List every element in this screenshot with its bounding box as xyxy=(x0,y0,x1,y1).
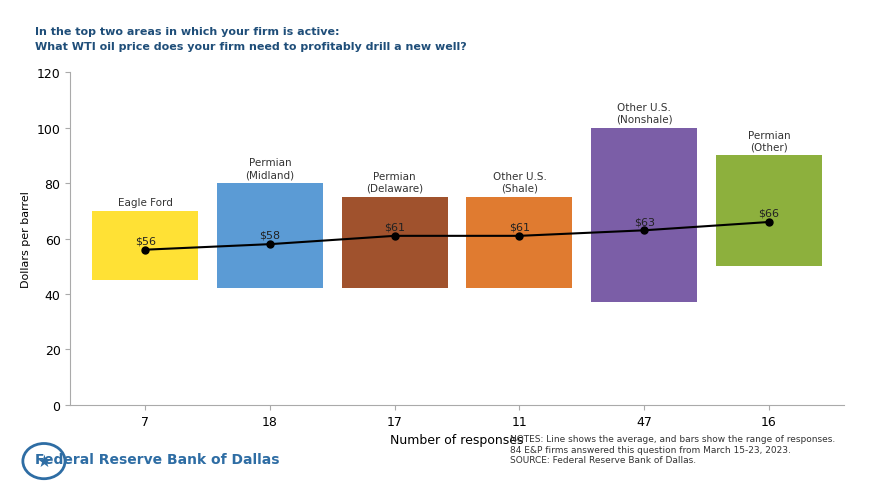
Text: $63: $63 xyxy=(633,217,654,226)
Text: ★: ★ xyxy=(37,452,51,470)
Text: What WTI oil price does your firm need to profitably drill a new well?: What WTI oil price does your firm need t… xyxy=(35,41,466,51)
Text: Eagle Ford: Eagle Ford xyxy=(118,197,172,207)
Text: $66: $66 xyxy=(758,208,779,218)
Y-axis label: Dollars per barrel: Dollars per barrel xyxy=(21,191,31,287)
Bar xyxy=(591,128,696,303)
Bar xyxy=(342,198,447,289)
Text: Permian
(Delaware): Permian (Delaware) xyxy=(366,172,423,193)
X-axis label: Number of responses: Number of responses xyxy=(390,433,523,446)
Text: NOTES: Line shows the average, and bars show the range of responses.
84 E&P firm: NOTES: Line shows the average, and bars … xyxy=(509,434,834,464)
Text: In the top two areas in which your firm is active:: In the top two areas in which your firm … xyxy=(35,27,339,37)
Bar xyxy=(92,211,198,281)
Text: Federal Reserve Bank of Dallas: Federal Reserve Bank of Dallas xyxy=(35,452,279,466)
Text: $56: $56 xyxy=(134,236,155,246)
Text: $58: $58 xyxy=(259,230,280,241)
Text: $61: $61 xyxy=(508,222,529,232)
Text: Other U.S.
(Nonshale): Other U.S. (Nonshale) xyxy=(615,103,672,124)
Text: Other U.S.
(Shale): Other U.S. (Shale) xyxy=(492,172,546,193)
Bar xyxy=(217,184,322,289)
Bar xyxy=(716,156,821,267)
Text: $61: $61 xyxy=(384,222,405,232)
Bar xyxy=(466,198,572,289)
Text: Permian
(Midland): Permian (Midland) xyxy=(245,158,294,180)
Text: Breakeven Prices for New Wells: Breakeven Prices for New Wells xyxy=(167,17,711,46)
Text: Permian
(Other): Permian (Other) xyxy=(747,130,789,152)
